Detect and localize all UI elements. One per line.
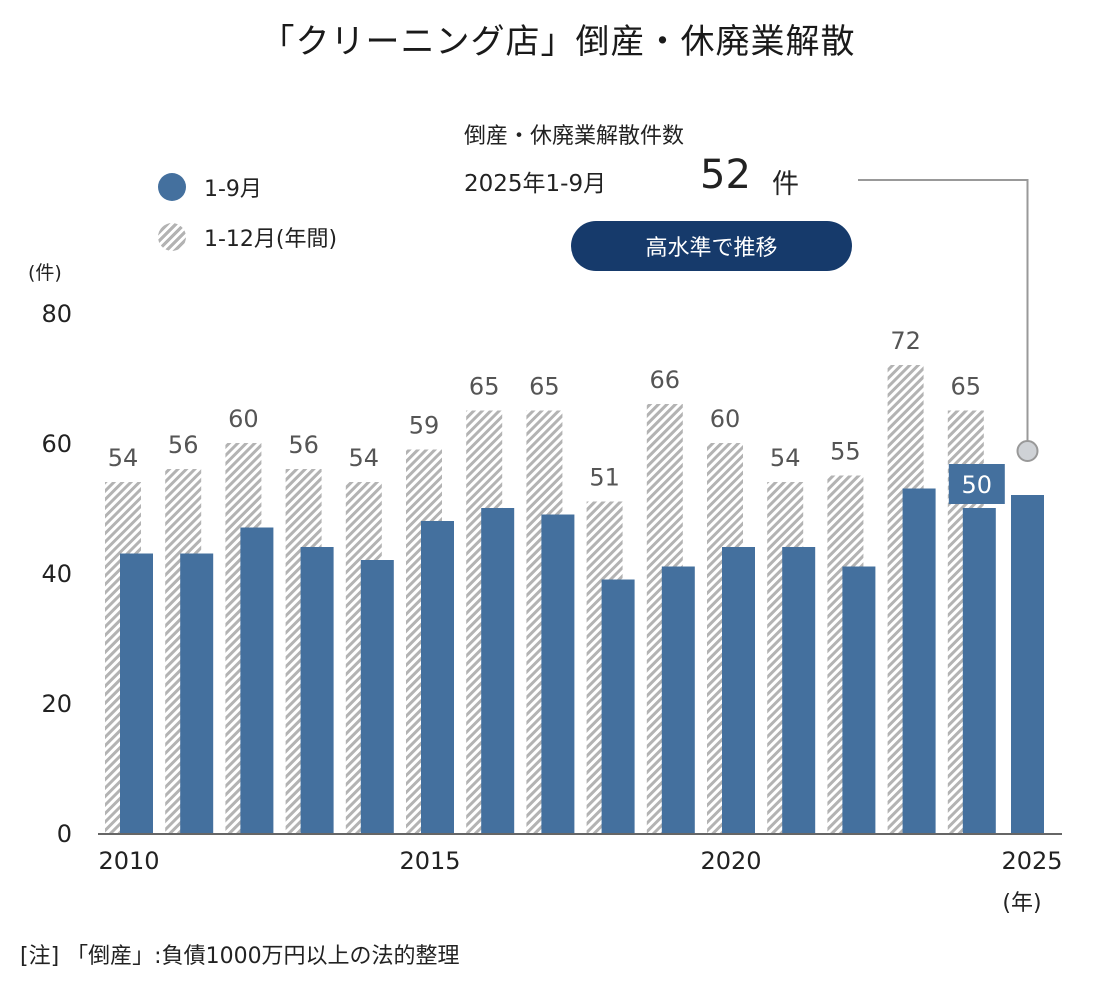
data-label-annual-2012: 60: [228, 405, 259, 433]
x-tick-label-2010: 2010: [98, 847, 159, 875]
bar-jan-sep-2022: [842, 566, 876, 833]
legend-item-jan-sep: 1-9月: [158, 162, 337, 212]
data-label-annual-2021: 54: [770, 444, 801, 472]
data-label-annual-2015: 59: [409, 412, 440, 440]
callout-period: 2025年1-9月: [464, 171, 607, 197]
y-tick-label-40: 40: [41, 560, 72, 588]
bar-jan-sep-2016: [481, 508, 515, 833]
data-label-annual-2010: 54: [108, 444, 139, 472]
legend-swatch-hatched-icon: [158, 223, 186, 251]
y-axis-unit: (件): [28, 262, 62, 284]
y-tick-label-20: 20: [41, 690, 72, 718]
data-label-annual-2016: 65: [469, 373, 500, 401]
data-label-annual-2020: 60: [710, 405, 741, 433]
data-label-box-jan-sep-2024: [948, 464, 1005, 504]
data-label-annual-2023: 72: [890, 327, 921, 355]
trend-badge: 高水準で推移: [571, 221, 852, 271]
legend: 1-9月 1-12月(年間): [158, 162, 337, 262]
legend-item-annual: 1-12月(年間): [158, 212, 337, 262]
bar-jan-sep-2014: [360, 560, 394, 833]
y-tick-label-60: 60: [41, 430, 72, 458]
data-label-annual-2014: 54: [349, 444, 380, 472]
legend-label: 1-12月(年間): [204, 227, 338, 252]
callout-unit: 件: [772, 169, 799, 200]
x-tick-label-2020: 2020: [700, 847, 761, 875]
chart-title: 「クリーニング店」倒産・休廃業解散: [260, 22, 856, 62]
y-tick-label-0: 0: [57, 820, 72, 848]
data-label-annual-2022: 55: [830, 438, 861, 466]
bar-jan-sep-2017: [541, 514, 575, 833]
bar-jan-sep-2023: [902, 488, 936, 833]
legend-swatch-solid-icon: [158, 173, 186, 201]
bar-jan-sep-2015: [421, 521, 454, 833]
callout-label: 倒産・休廃業解散件数: [464, 124, 685, 149]
footnote: [注] 「倒産」:負債1000万円以上の法的整理: [20, 944, 460, 969]
data-label-annual-2019: 66: [650, 366, 681, 394]
bar-jan-sep-2018: [601, 579, 635, 833]
data-label-annual-2024: 65: [951, 373, 982, 401]
callout-leader-line: [858, 179, 1029, 446]
bar-jan-sep-2011: [180, 553, 214, 833]
x-tick-label-2025: 2025: [1001, 847, 1062, 875]
y-tick-label-80: 80: [41, 300, 72, 328]
bar-jan-sep-2013: [300, 547, 334, 833]
bar-jan-sep-2019: [661, 566, 695, 833]
bar-jan-sep-2021: [782, 547, 816, 833]
legend-label: 1-9月: [204, 177, 262, 202]
data-label-jan-sep-2024: 50: [962, 471, 993, 499]
data-label-annual-2018: 51: [589, 464, 620, 492]
callout-value: 52: [700, 152, 751, 198]
bar-jan-sep-2012: [240, 527, 274, 833]
bar-jan-sep-2024: [962, 508, 996, 833]
x-tick-label-2015: 2015: [399, 847, 460, 875]
data-label-annual-2013: 56: [288, 431, 319, 459]
callout-anchor-dot: [1016, 440, 1039, 462]
x-axis-unit: (年): [1002, 891, 1041, 916]
bar-jan-sep-2025: [1011, 495, 1044, 833]
bar-jan-sep-2010: [120, 553, 153, 833]
data-label-annual-2011: 56: [168, 431, 199, 459]
data-label-annual-2017: 65: [529, 373, 560, 401]
bar-jan-sep-2020: [722, 547, 755, 833]
